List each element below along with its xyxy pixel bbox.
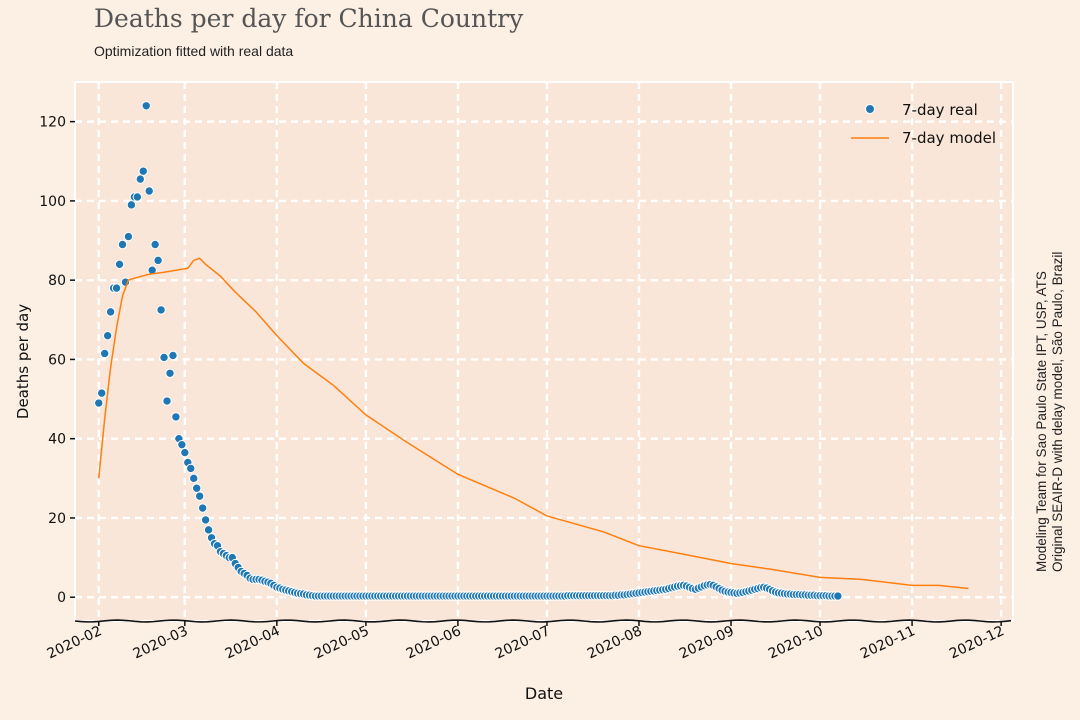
data-point	[168, 350, 178, 361]
data-point	[153, 255, 163, 266]
data-point	[141, 101, 151, 111]
data-point	[180, 447, 190, 458]
data-point	[111, 283, 122, 293]
data-point	[114, 259, 125, 270]
data-point	[135, 174, 146, 184]
grid	[74, 81, 1014, 622]
data-point	[94, 398, 104, 408]
x-tick-label: 2020-05	[312, 623, 372, 662]
chart-title: Deaths per day for China Country	[94, 4, 524, 33]
x-tick-label: 2020-04	[223, 623, 283, 662]
x-tick-label: 2020-08	[585, 623, 645, 662]
data-point	[156, 305, 166, 315]
data-point	[189, 473, 199, 484]
data-point	[132, 192, 143, 202]
real-points	[94, 101, 843, 601]
x-tick-label: 2020-07	[493, 623, 553, 662]
data-point	[165, 368, 175, 378]
data-point	[200, 515, 211, 525]
x-tick-label: 2020-11	[858, 623, 918, 662]
data-point	[102, 330, 113, 341]
data-point	[162, 396, 172, 406]
legend: 7-day real 7-day model	[851, 101, 996, 147]
series-line-7-day-model	[98, 257, 969, 590]
x-tick-label: 2020-03	[131, 623, 191, 662]
chart-subtitle: Optimization fitted with real data	[94, 43, 294, 59]
data-point	[833, 591, 843, 601]
y-axis-label: Deaths per day	[14, 304, 32, 419]
data-point	[197, 503, 208, 513]
x-tick-label: 2020-06	[404, 623, 464, 662]
data-point	[126, 200, 137, 210]
y-tick-label: 40	[48, 432, 66, 448]
data-point	[186, 463, 196, 474]
data-point	[144, 186, 154, 196]
y-tick-label: 60	[48, 352, 66, 368]
data-point	[150, 239, 160, 250]
data-point	[203, 525, 214, 535]
x-tick-label: 2020-10	[766, 623, 826, 662]
data-point	[97, 388, 107, 398]
x-tick-label: 2020-09	[677, 623, 737, 662]
x-tick-label: 2020-02	[45, 623, 105, 662]
legend-label-7-day-model: 7-day model	[902, 129, 996, 147]
data-point	[171, 412, 181, 422]
plot-area	[75, 82, 1013, 621]
data-point	[99, 348, 110, 359]
data-point	[123, 231, 134, 242]
x-tick-label: 2020-12	[947, 623, 1007, 662]
legend-label-7-day-real: 7-day real	[902, 101, 978, 119]
data-point	[159, 352, 169, 363]
y-tick-label: 80	[48, 273, 66, 289]
data-point	[177, 439, 187, 450]
data-point	[194, 491, 205, 501]
x-axis-line	[74, 619, 1012, 623]
y-tick-label: 0	[57, 590, 66, 606]
y-tick-label: 20	[48, 511, 66, 527]
legend-marker-7-day-real	[865, 104, 875, 114]
data-point	[192, 483, 202, 493]
x-axis-label: Date	[525, 684, 563, 703]
y-tick-label: 100	[39, 194, 66, 210]
data-point	[117, 239, 128, 250]
y-tick-label: 120	[39, 115, 66, 131]
data-point	[105, 307, 116, 317]
data-point	[138, 166, 148, 176]
plot-frame	[74, 81, 1014, 622]
